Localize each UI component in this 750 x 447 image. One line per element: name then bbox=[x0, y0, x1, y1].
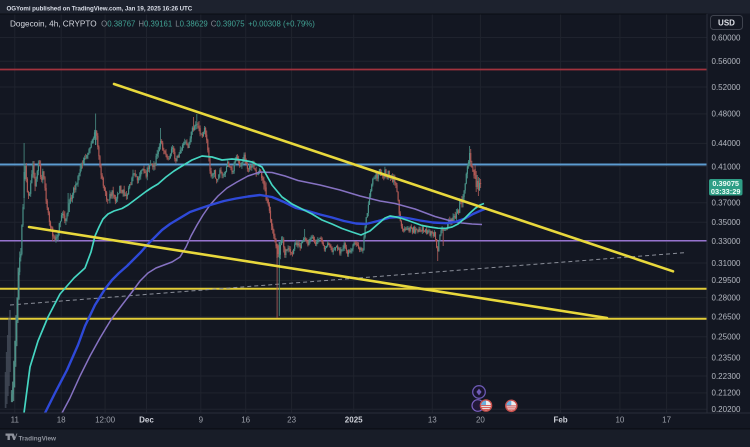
svg-text:0.60000: 0.60000 bbox=[712, 33, 741, 42]
svg-text:0.26500: 0.26500 bbox=[712, 313, 741, 322]
svg-text:0.31000: 0.31000 bbox=[712, 259, 741, 268]
svg-text:USD: USD bbox=[718, 19, 735, 28]
svg-text:10: 10 bbox=[615, 416, 624, 425]
svg-text:TradingView: TradingView bbox=[19, 436, 57, 443]
svg-text:9: 9 bbox=[199, 416, 204, 425]
svg-text:03:33:29: 03:33:29 bbox=[711, 187, 741, 196]
svg-text:20: 20 bbox=[476, 416, 485, 425]
svg-text:0.22300: 0.22300 bbox=[712, 372, 741, 381]
svg-text:0.33000: 0.33000 bbox=[712, 237, 741, 246]
svg-text:11: 11 bbox=[11, 416, 20, 425]
svg-text:2025: 2025 bbox=[345, 416, 363, 425]
svg-text:Dec: Dec bbox=[139, 416, 154, 425]
svg-text:0.35000: 0.35000 bbox=[712, 218, 741, 227]
svg-text:0.52000: 0.52000 bbox=[712, 83, 741, 92]
svg-text:0.39075: 0.39075 bbox=[712, 179, 739, 188]
svg-text:0.28000: 0.28000 bbox=[712, 293, 741, 302]
svg-text:OGYomi published on TradingVie: OGYomi published on TradingView.com, Jan… bbox=[7, 5, 193, 12]
svg-text:16: 16 bbox=[241, 416, 250, 425]
svg-text:0.25000: 0.25000 bbox=[712, 333, 741, 342]
svg-text:13: 13 bbox=[428, 416, 437, 425]
svg-text:0.48000: 0.48000 bbox=[712, 110, 741, 119]
svg-text:Feb: Feb bbox=[553, 416, 567, 425]
svg-text:0.41000: 0.41000 bbox=[712, 162, 741, 171]
svg-text:12:00: 12:00 bbox=[95, 416, 116, 425]
svg-text:0.44000: 0.44000 bbox=[712, 139, 741, 148]
svg-text:23: 23 bbox=[287, 416, 296, 425]
svg-text:0.20200: 0.20200 bbox=[712, 405, 741, 414]
svg-text:0.21200: 0.21200 bbox=[712, 389, 741, 398]
svg-text:17: 17 bbox=[662, 416, 671, 425]
svg-text:0.56000: 0.56000 bbox=[712, 57, 741, 66]
svg-text:0.29500: 0.29500 bbox=[712, 276, 741, 285]
svg-text:0.23500: 0.23500 bbox=[712, 353, 741, 362]
svg-text:18: 18 bbox=[57, 416, 66, 425]
svg-text:0.37000: 0.37000 bbox=[712, 199, 741, 208]
